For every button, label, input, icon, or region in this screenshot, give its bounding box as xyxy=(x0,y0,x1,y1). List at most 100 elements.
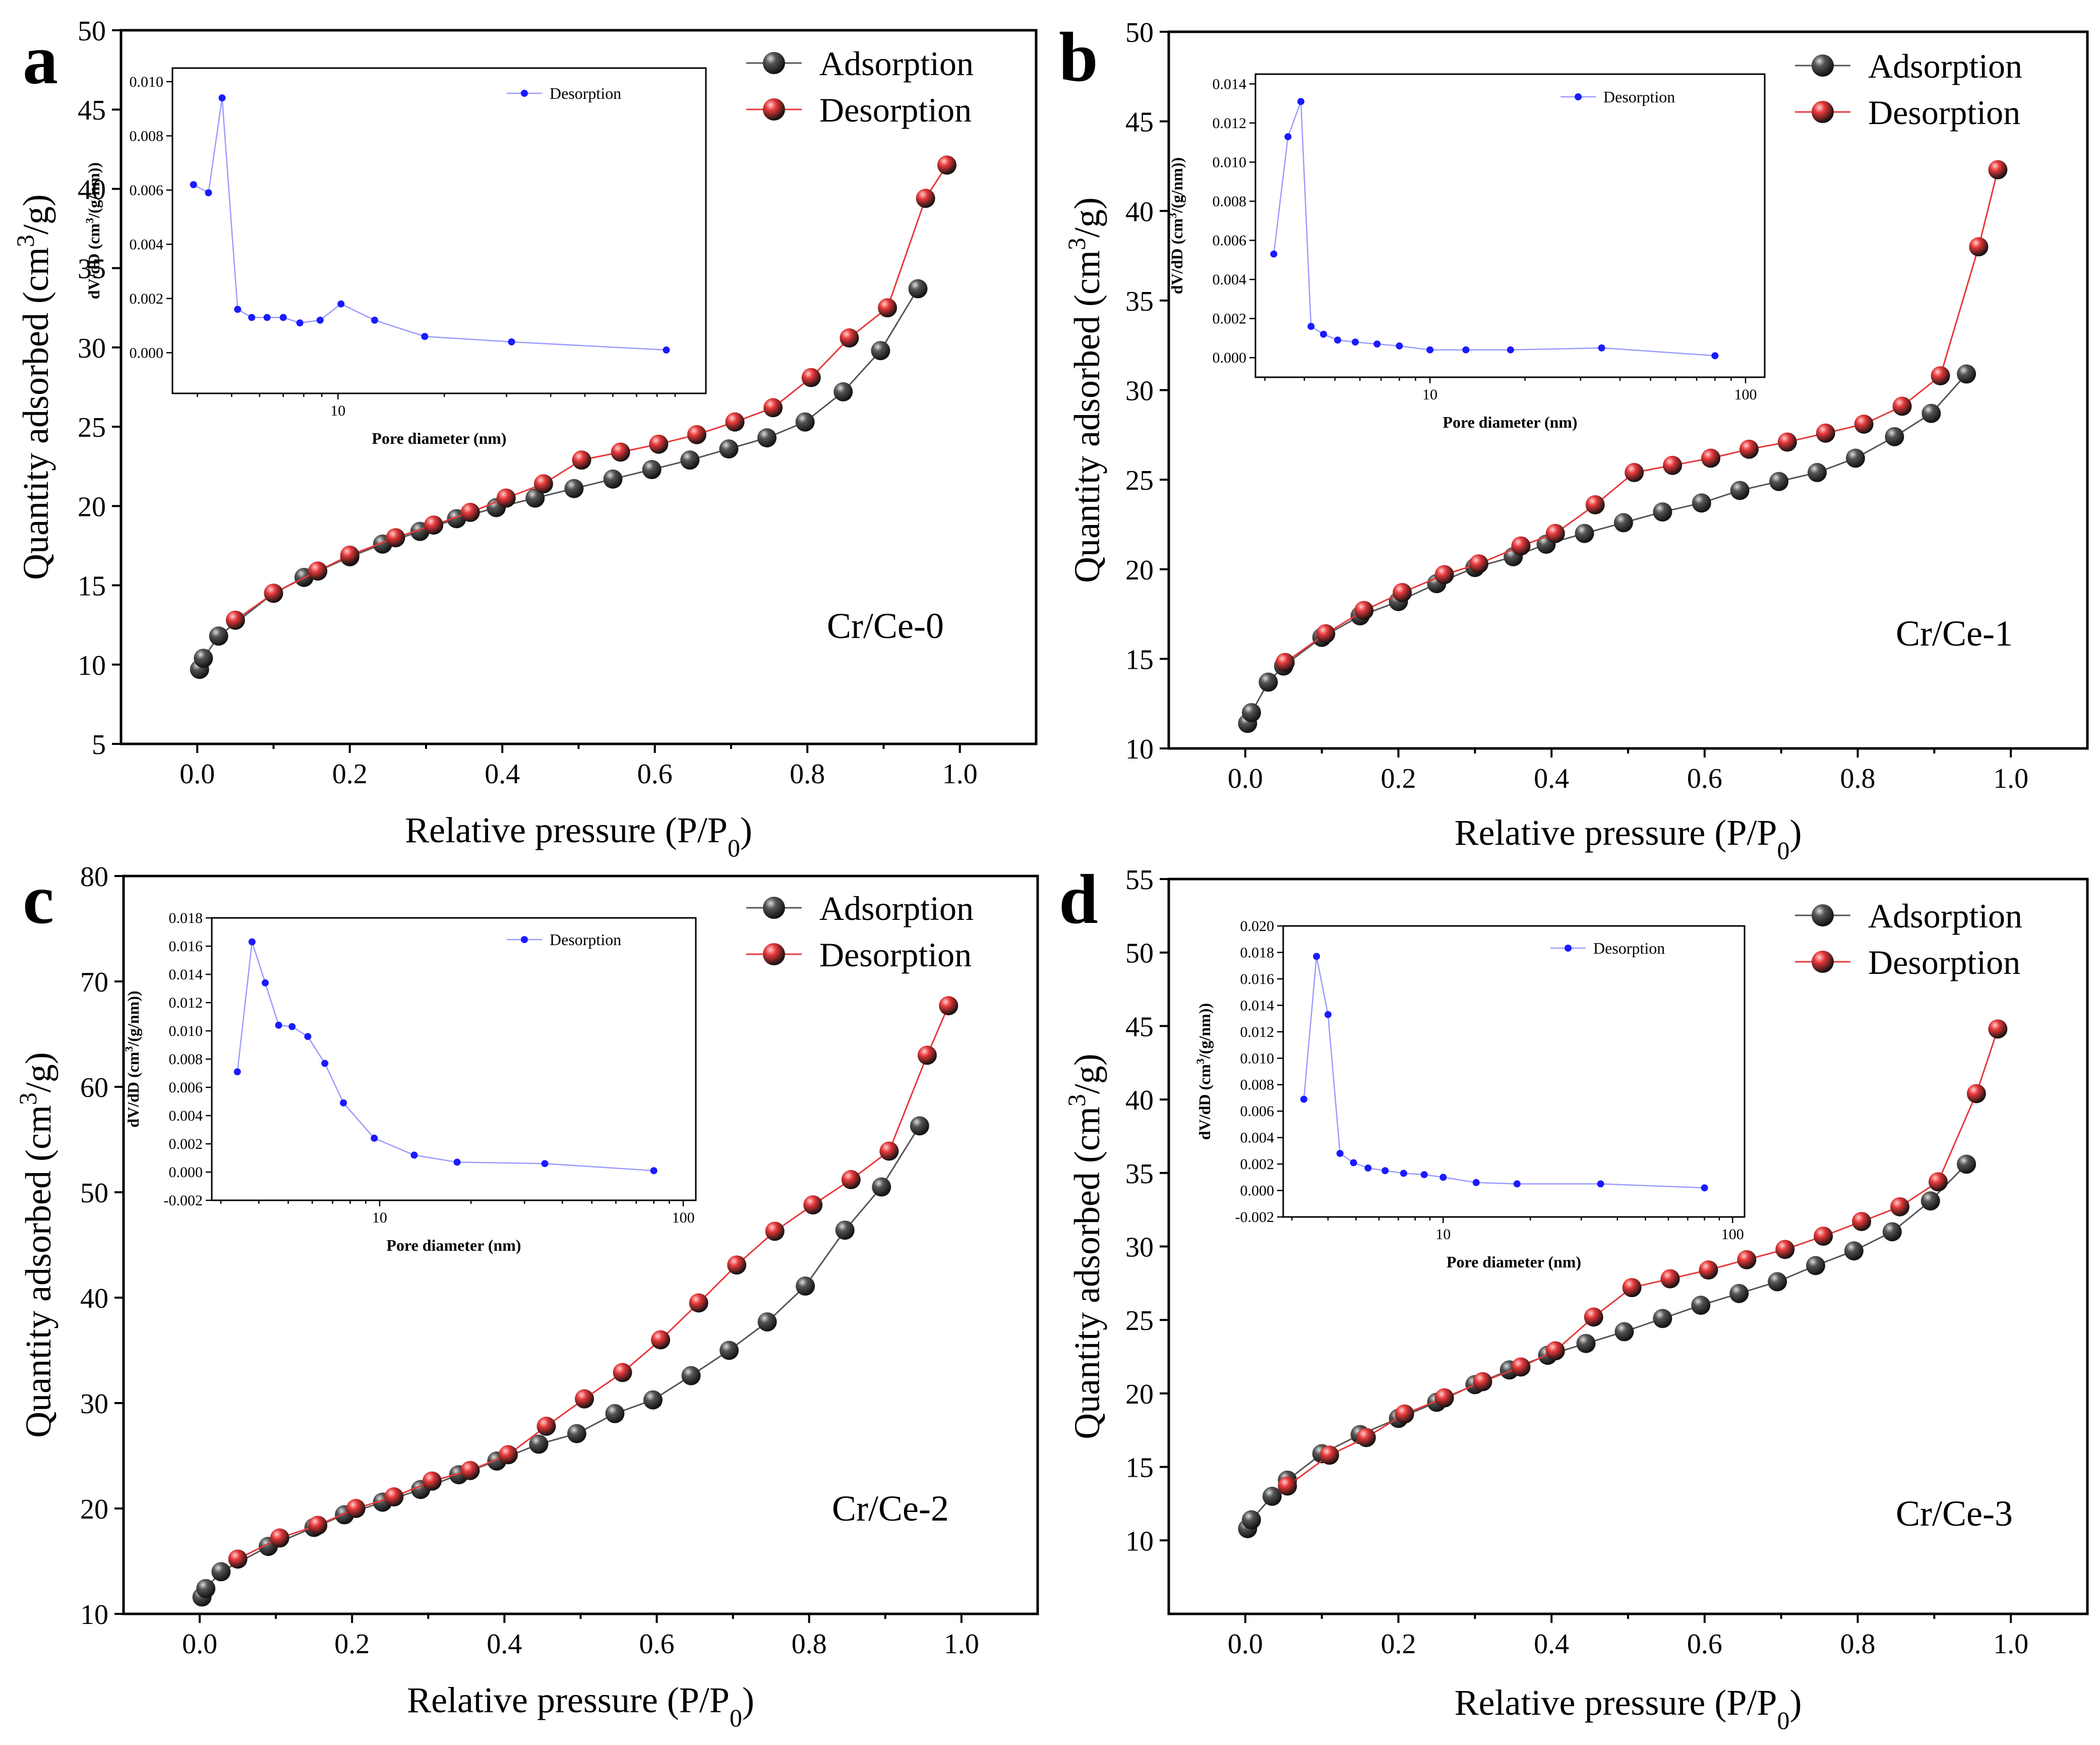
adsorption-point xyxy=(1653,1309,1672,1328)
x-axis-label-sub: 0 xyxy=(728,834,740,862)
legend-desorption: Desorption xyxy=(819,936,972,974)
y-tick-label: 5 xyxy=(92,729,106,761)
x-axis-label-close: ) xyxy=(1789,812,1802,853)
y-axis-label-sup: 3 xyxy=(11,235,39,247)
desorption-point xyxy=(917,1045,937,1065)
inset-y-tick-label: 0.000 xyxy=(169,1164,203,1181)
desorption-point xyxy=(841,1170,861,1189)
desorption-point xyxy=(1316,624,1336,644)
desorption-point xyxy=(1356,1428,1376,1447)
inset-point xyxy=(453,1158,461,1166)
y-tick-label: 40 xyxy=(1125,1085,1154,1116)
legend-adsorption: Adsorption xyxy=(1868,47,2022,85)
inset-y-tick-label: 0.018 xyxy=(169,910,203,926)
inset-x-axis-label: Pore diameter (nm) xyxy=(1447,1253,1581,1271)
inset-point xyxy=(1270,250,1278,258)
y-tick-label: 25 xyxy=(1125,1305,1154,1336)
desorption-point xyxy=(1585,495,1605,514)
desorption-point xyxy=(1545,524,1565,543)
legend-adsorption: Adsorption xyxy=(1868,897,2022,935)
x-tick-label: 1.0 xyxy=(942,759,978,790)
adsorption-point xyxy=(1241,703,1261,722)
desorption-point xyxy=(1354,601,1374,620)
desorption-point xyxy=(687,425,706,444)
inset-y-tick-label: 0.004 xyxy=(130,236,164,253)
desorption-point xyxy=(270,1528,289,1548)
x-axis-label: Relative pressure (P/P0) xyxy=(1455,1682,1802,1734)
inset-point xyxy=(279,314,287,321)
x-tick-label: 0.6 xyxy=(1687,1628,1722,1660)
desorption-point xyxy=(308,1516,328,1535)
desorption-point xyxy=(1663,455,1683,475)
desorption-point xyxy=(765,1222,785,1241)
sample-label: Cr/Ce-3 xyxy=(1896,1493,2013,1534)
x-tick-label: 1.0 xyxy=(1993,763,2028,794)
inset-point xyxy=(288,1023,296,1030)
inset-point xyxy=(1597,1180,1604,1188)
inset-point xyxy=(1426,346,1434,354)
desorption-point xyxy=(1699,1260,1718,1280)
y-tick-label: 80 xyxy=(80,861,108,893)
inset-point xyxy=(1373,340,1381,348)
desorption-point xyxy=(572,450,591,470)
y-axis-label-main: Quantity adsorbed (cm xyxy=(18,1105,58,1438)
y-tick-label: 40 xyxy=(80,1283,108,1314)
desorption-point xyxy=(1625,462,1644,482)
inset-line xyxy=(1303,956,1705,1189)
adsorption-point xyxy=(757,1312,777,1332)
y-axis-label-post: /g) xyxy=(16,194,56,235)
y-tick-label: 50 xyxy=(78,16,106,47)
inset-legend-label: Desorption xyxy=(550,84,621,102)
x-axis-label-sub: 0 xyxy=(1777,1706,1789,1734)
desorption-point xyxy=(1511,536,1531,556)
inset-point xyxy=(218,94,226,102)
inset-y-label-sup: 3 xyxy=(123,1046,135,1052)
inset-y-tick-label: 0.012 xyxy=(1213,115,1247,132)
desorption-point xyxy=(1278,1476,1297,1496)
x-axis-label-main: Relative pressure (P/P xyxy=(405,810,728,850)
desorption-point xyxy=(939,996,958,1016)
desorption-point xyxy=(384,1487,404,1507)
x-axis-label-close: ) xyxy=(740,810,752,850)
desorption-point xyxy=(1395,1404,1414,1424)
inset-point xyxy=(1462,346,1470,354)
y-axis-label-main: Quantity adsorbed (cm xyxy=(1067,250,1107,583)
y-tick-label: 20 xyxy=(1125,555,1154,586)
inset-point xyxy=(1336,1150,1344,1157)
inset-b: 10 100 0.000 0.002 0.004 0.006 0.008 0.010 0.012… xyxy=(1166,73,1766,431)
adsorption-point xyxy=(1576,1333,1596,1353)
desorption-point xyxy=(1393,583,1412,602)
inset-y-label-main: dV/dD (cm xyxy=(1168,218,1186,295)
adsorption-point xyxy=(1922,403,1941,423)
desorption-point xyxy=(613,1363,632,1382)
inset-x-tick-label: 10 xyxy=(372,1209,387,1226)
desorption-point xyxy=(1988,160,2008,180)
inset-point xyxy=(410,1151,418,1159)
sample-label: Cr/Ce-0 xyxy=(827,606,944,646)
inset-y-tick-label: 0.004 xyxy=(1240,1130,1275,1146)
desorption-point xyxy=(801,368,821,387)
inset-point xyxy=(663,346,670,354)
inset-y-tick-label: -0.002 xyxy=(164,1192,203,1209)
y-axis-label-post: /g) xyxy=(1067,197,1107,238)
adsorption-point xyxy=(1768,1272,1787,1292)
inset-legend-marker xyxy=(521,936,528,943)
y-tick-label: 10 xyxy=(80,1599,108,1631)
adsorption-line xyxy=(1246,373,1967,724)
x-tick-label: 0.2 xyxy=(1381,763,1416,794)
desorption-point xyxy=(1988,1019,2008,1039)
y-tick-label: 50 xyxy=(1125,17,1154,48)
adsorption-point xyxy=(529,1434,549,1454)
x-tick-label: 0.0 xyxy=(179,759,215,790)
inset-point xyxy=(190,181,197,189)
x-tick-label: 1.0 xyxy=(944,1628,979,1660)
inset-x-tick-label: 100 xyxy=(1734,386,1757,403)
desorption-line xyxy=(237,1005,949,1560)
y-tick-label: 15 xyxy=(1125,644,1154,675)
desorption-point xyxy=(1545,1341,1565,1361)
inset-point xyxy=(508,338,515,345)
y-tick-label: 30 xyxy=(78,333,106,364)
x-axis-label-sub: 0 xyxy=(730,1704,742,1732)
adsorption-line xyxy=(199,288,919,670)
legend-marker xyxy=(763,943,785,965)
